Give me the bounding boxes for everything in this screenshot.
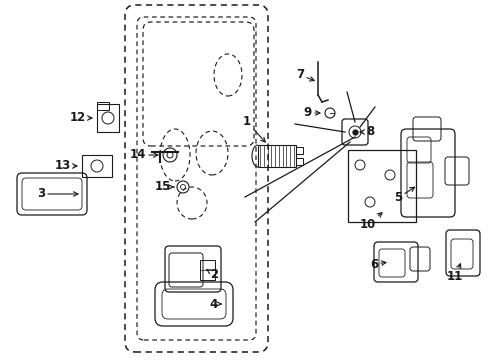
Bar — [295, 158, 303, 165]
Bar — [258, 145, 295, 167]
Text: 14: 14 — [129, 148, 158, 162]
Text: 15: 15 — [155, 180, 174, 193]
Text: 4: 4 — [209, 297, 221, 310]
Text: 12: 12 — [70, 112, 92, 125]
Bar — [347, 150, 415, 222]
Text: 11: 11 — [446, 264, 462, 284]
Bar — [200, 260, 215, 280]
Text: 6: 6 — [369, 257, 385, 270]
Text: 2: 2 — [206, 267, 218, 280]
Text: 1: 1 — [243, 116, 265, 142]
Bar — [97, 104, 119, 132]
Text: 5: 5 — [393, 187, 414, 204]
Bar — [295, 147, 303, 154]
Bar — [82, 155, 112, 177]
Text: 13: 13 — [55, 159, 77, 172]
Bar — [97, 102, 109, 110]
Text: 10: 10 — [359, 213, 381, 231]
Text: 8: 8 — [359, 126, 373, 139]
Text: 9: 9 — [303, 107, 319, 120]
Text: 7: 7 — [295, 68, 314, 81]
Text: 3: 3 — [37, 188, 78, 201]
